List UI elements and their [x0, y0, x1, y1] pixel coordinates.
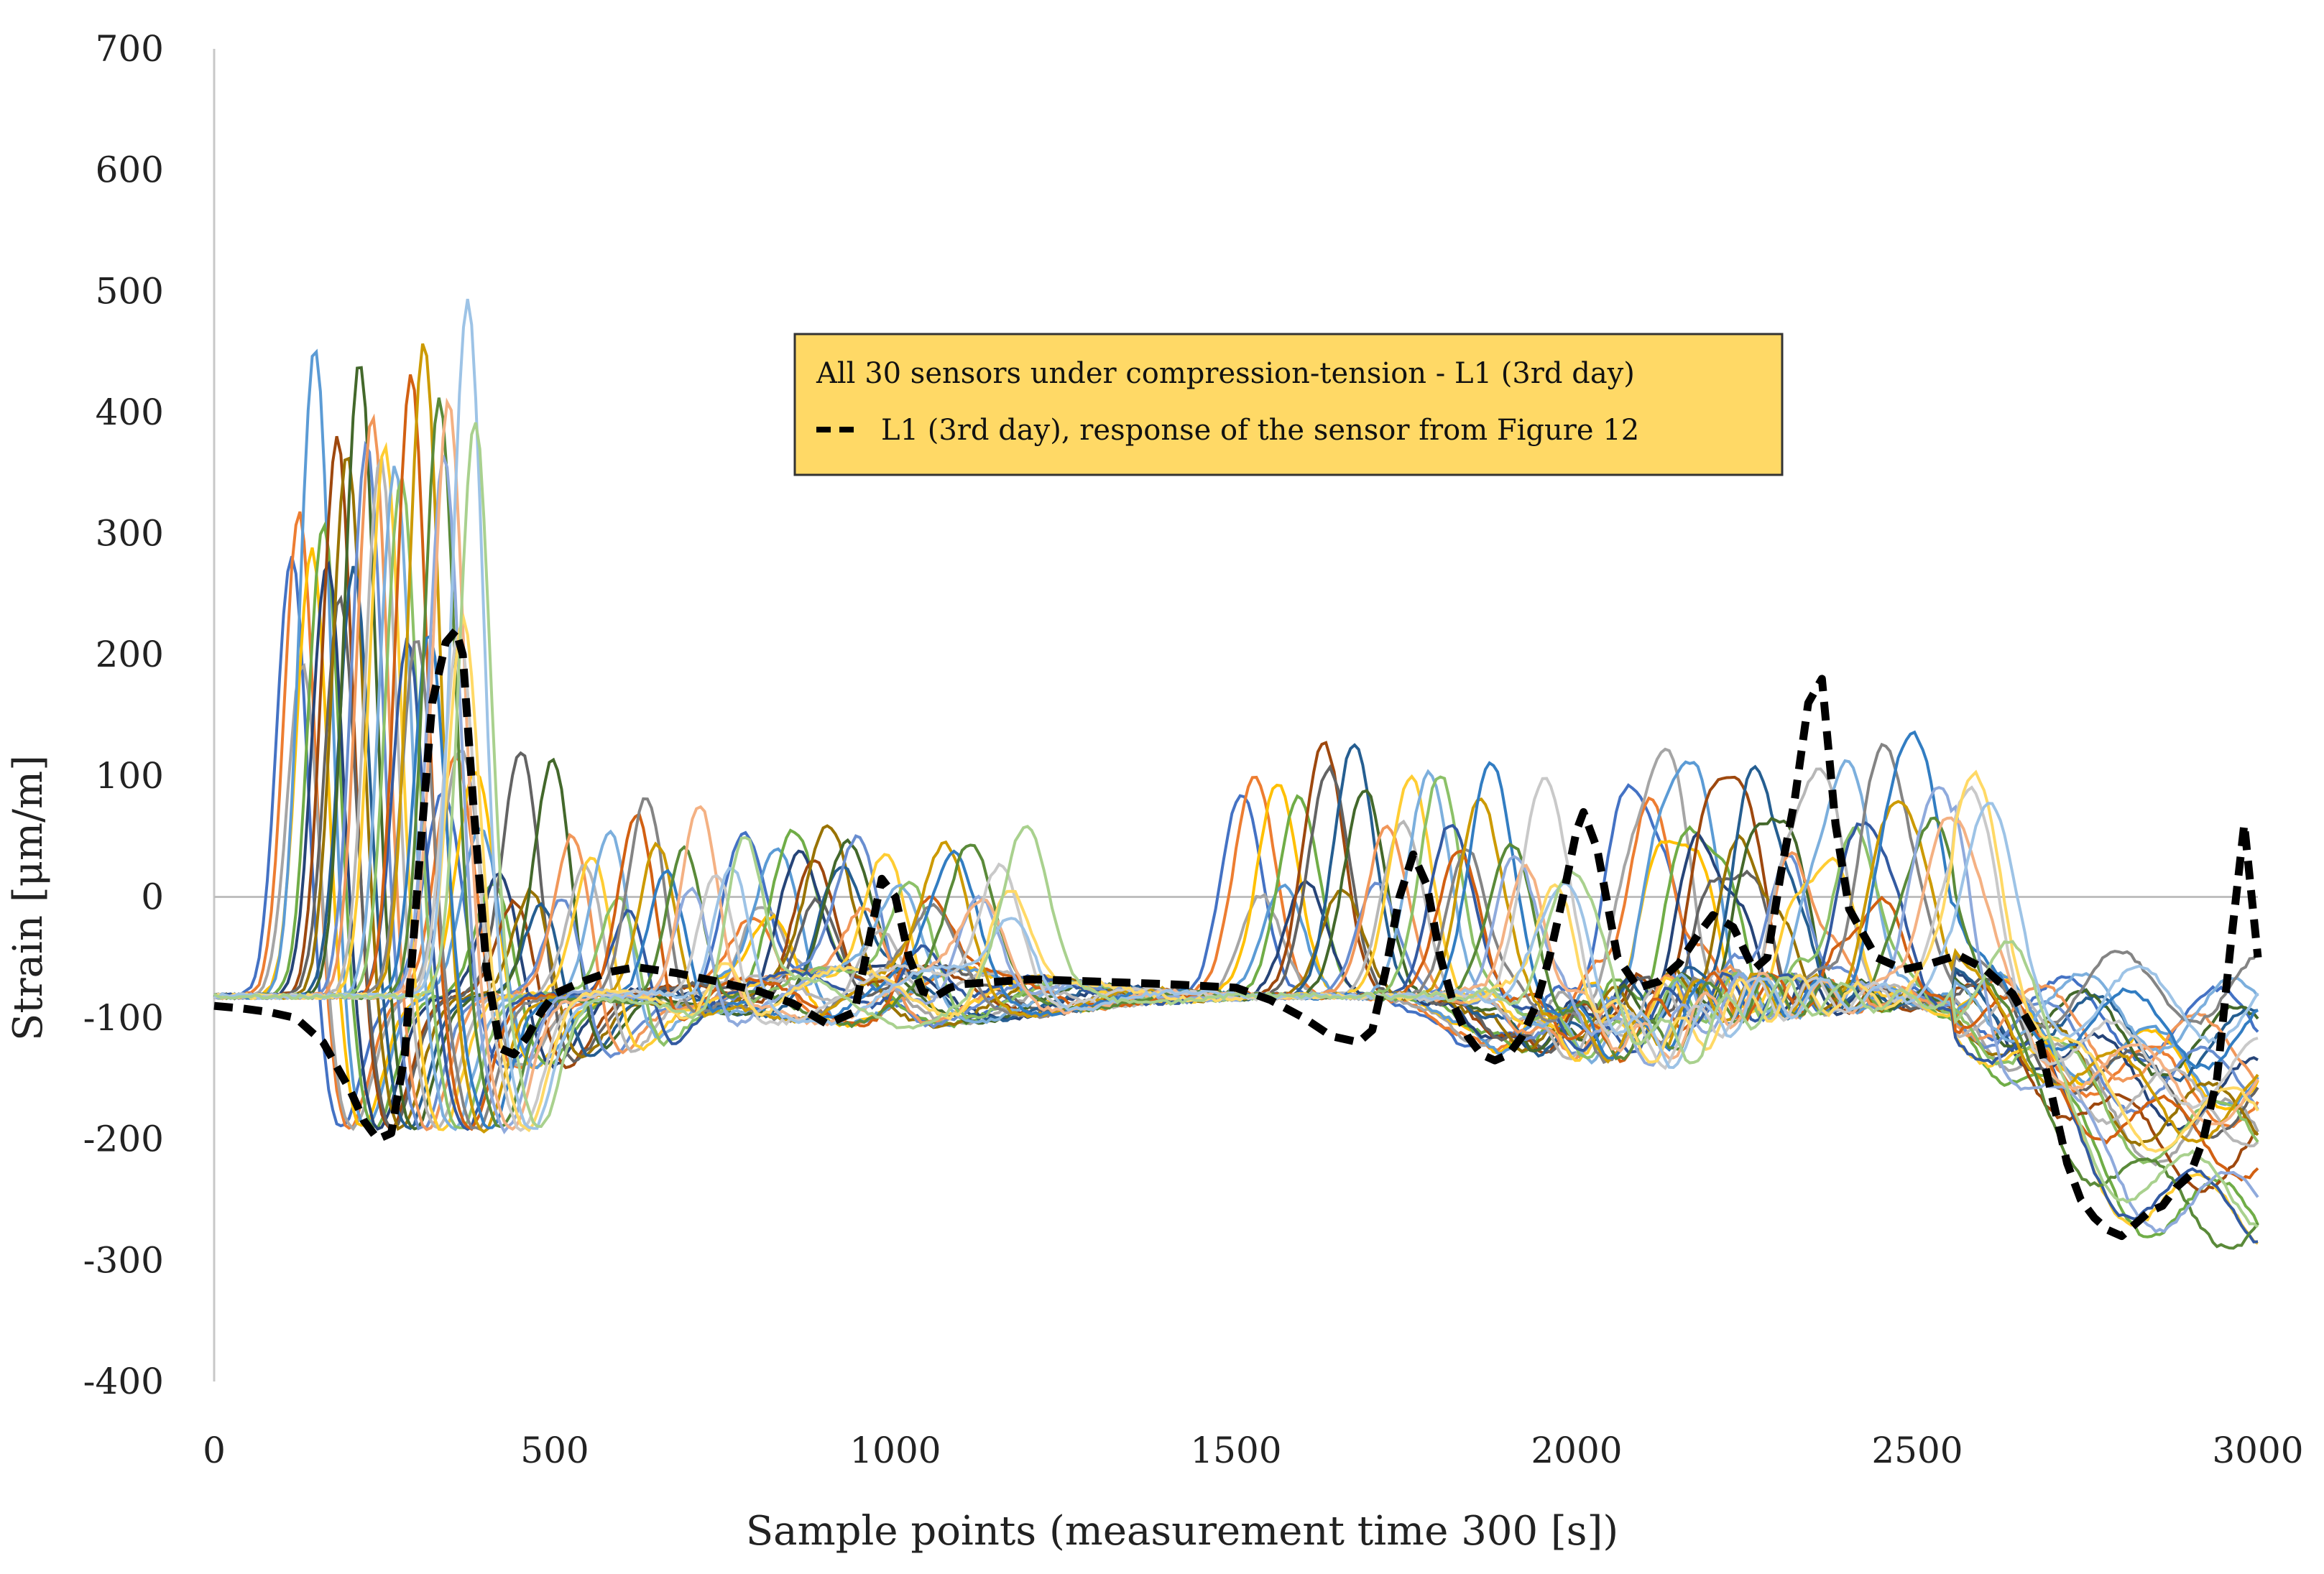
y-axis-title: Strain [μm/m]: [5, 755, 52, 1041]
x-axis-title: Sample points (measurement time 300 [s]): [746, 1508, 1618, 1555]
sensor-series-line: [213, 422, 2259, 1228]
y-tick-label: 100: [96, 755, 164, 797]
legend: All 30 sensors under compression-tension…: [793, 333, 1784, 476]
legend-box: [793, 333, 1784, 476]
y-tick-label: 200: [96, 634, 164, 675]
sensor-series-line: [213, 455, 2259, 1233]
x-tick-label: 2000: [1531, 1430, 1622, 1471]
x-tick-label: 3000: [2212, 1430, 2303, 1471]
y-tick-label: 400: [96, 392, 164, 433]
sensor-series-line: [213, 613, 2259, 1153]
x-tick-label: 500: [520, 1430, 589, 1471]
y-tick-label: 700: [96, 28, 164, 70]
y-tick-label: -300: [83, 1239, 164, 1281]
legend-entry-highlight-sensor: L1 (3rd day), response of the sensor fro…: [881, 414, 1639, 447]
y-tick-label: 600: [96, 149, 164, 191]
highlight-series-line: [213, 626, 2262, 1241]
y-axis-ticks: 700 600 500 400 300 200 100 0 -100 -200 -300 -400: [83, 28, 164, 1402]
y-tick-label: 0: [141, 876, 164, 917]
x-tick-label: 0: [203, 1430, 226, 1471]
y-tick-label: 300: [96, 513, 164, 555]
legend-entry-all-sensors: All 30 sensors under compression-tension…: [816, 357, 1635, 390]
y-tick-label: 500: [96, 270, 164, 312]
y-tick-label: -400: [83, 1361, 164, 1402]
y-tick-label: -100: [83, 997, 164, 1039]
x-tick-label: 1000: [849, 1430, 941, 1471]
x-axis-ticks: 0 500 1000 1500 2000 2500 3000: [203, 1430, 2304, 1471]
x-tick-label: 1500: [1190, 1430, 1281, 1471]
y-tick-label: -200: [83, 1119, 164, 1160]
sensor-series-group: [213, 298, 2259, 1250]
x-tick-label: 2500: [1871, 1430, 1963, 1471]
